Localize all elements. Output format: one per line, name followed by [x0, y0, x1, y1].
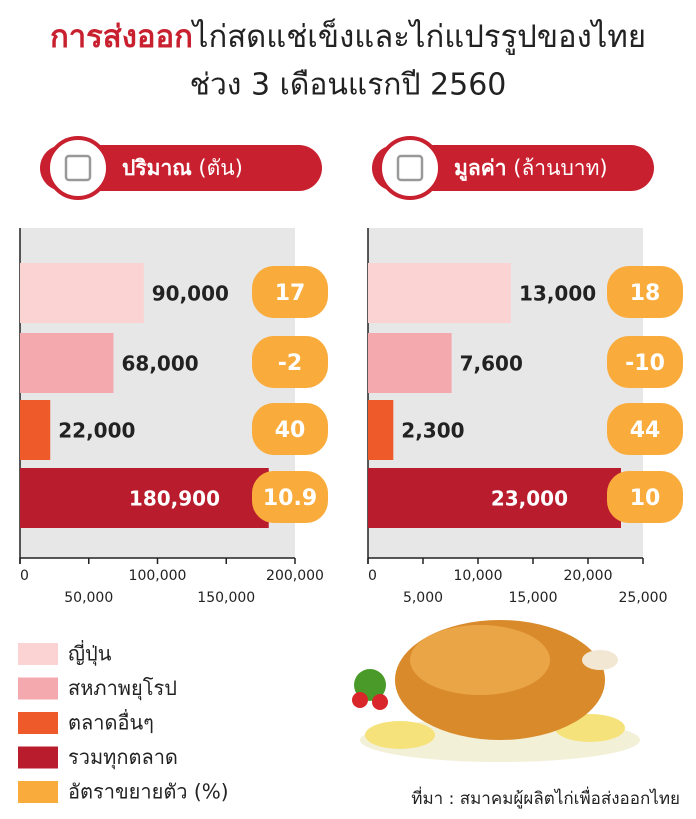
growth-badge — [607, 471, 683, 523]
x-tick-label: 5,000 — [403, 590, 443, 606]
chicken-illustration — [352, 620, 640, 762]
bar — [368, 400, 394, 460]
value-label: 13,000 — [519, 282, 596, 306]
bar — [368, 263, 511, 323]
header-icon-ring — [46, 136, 110, 200]
header-icon-ring — [378, 136, 442, 200]
growth-label: -10 — [625, 351, 665, 376]
bar — [368, 333, 452, 393]
legend-label: อัตราขยายตัว (%) — [68, 780, 229, 804]
bar — [368, 468, 621, 528]
growth-label: 44 — [630, 418, 661, 443]
growth-badge — [252, 471, 328, 523]
value-label: 90,000 — [152, 282, 229, 306]
legend-label: ตลาดอื่นๆ — [68, 709, 154, 735]
bar — [20, 468, 269, 528]
growth-label: 18 — [630, 281, 661, 306]
x-tick-label: 150,000 — [197, 590, 255, 606]
legend-swatch — [18, 643, 58, 665]
source: ที่มา : สมาคมผู้ผลิตไก่เพื่อส่งออกไทย — [411, 786, 680, 809]
header-text: มูลค่า (ล้านบาท) — [454, 156, 608, 182]
growth-badge — [252, 266, 328, 318]
title: การส่งออกไก่สดแช่เข็งและไก่แปรรูปของไทย — [50, 18, 646, 55]
value-label: 2,300 — [401, 419, 464, 443]
x-tick-label: 0 — [368, 568, 377, 584]
header-unit: (ตัน) — [198, 156, 242, 180]
header-pill — [372, 145, 654, 191]
x-tick-label: 25,000 — [619, 590, 668, 606]
value-label: 180,900 — [129, 487, 220, 511]
header-unit: (ล้านบาท) — [513, 156, 607, 180]
value-label: 23,000 — [491, 487, 568, 511]
header-title: ปริมาณ — [122, 156, 192, 180]
growth-label: 10.9 — [263, 486, 317, 511]
growth-badge — [252, 336, 328, 388]
growth-label: 10 — [630, 486, 661, 511]
x-tick-label: 200,000 — [266, 568, 324, 584]
header-text: ปริมาณ (ตัน) — [122, 156, 243, 180]
growth-badge — [607, 266, 683, 318]
legend-swatch — [18, 677, 58, 700]
x-tick-label: 15,000 — [509, 590, 558, 606]
legend-swatch — [18, 781, 58, 803]
value-label: 22,000 — [58, 419, 135, 443]
value-label: 7,600 — [460, 352, 523, 376]
header-pill — [40, 145, 322, 191]
growth-badge — [607, 403, 683, 455]
x-tick-label: 10,000 — [454, 568, 503, 584]
growth-badge — [607, 336, 683, 388]
legend-swatch — [18, 746, 58, 769]
subtitle: ช่วง 3 เดือนแรกปี 2560 — [190, 68, 507, 103]
header-icon — [396, 154, 424, 182]
value-label: 68,000 — [122, 352, 199, 376]
bar — [20, 400, 51, 460]
legend-swatch — [18, 712, 58, 734]
legend-label: สหภาพยุโรป — [68, 676, 177, 701]
legend-label: ญี่ปุ่น — [68, 640, 112, 667]
x-tick-label: 50,000 — [64, 590, 113, 606]
header-icon — [64, 154, 92, 182]
growth-badge — [252, 403, 328, 455]
title-highlight: การส่งออก — [50, 19, 193, 55]
x-tick-label: 100,000 — [129, 568, 187, 584]
x-tick-label: 20,000 — [564, 568, 613, 584]
bar — [20, 263, 144, 323]
growth-label: 40 — [275, 418, 306, 443]
growth-label: 17 — [275, 281, 306, 306]
header-title: มูลค่า — [454, 156, 507, 182]
title-rest: ไก่สดแช่เข็งและไก่แปรรูปของไทย — [190, 18, 646, 55]
legend-label: รวมทุกตลาด — [68, 745, 178, 770]
x-tick-label: 0 — [20, 568, 29, 584]
bar — [20, 333, 114, 393]
growth-label: -2 — [278, 351, 302, 376]
